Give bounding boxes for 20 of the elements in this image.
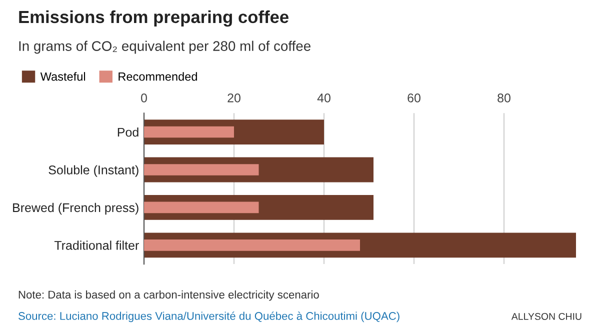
text: ALLYSON CHIU — [511, 313, 582, 320]
chart-subtitle: In grams of CO₂ equivalent per 280 ml of coffee — [19, 40, 310, 54]
legend-label: Recommended — [118, 72, 197, 81]
x-tick-label: 0 — [141, 94, 147, 102]
y-tick-label: Traditional filter — [54, 240, 139, 250]
chart-title: Emissions from preparing coffee — [19, 10, 288, 27]
bar — [144, 240, 360, 251]
x-tick-label: 20 — [228, 94, 240, 102]
y-tick-label: Soluble (Instant) — [48, 165, 138, 177]
y-tick-label: Pod — [118, 127, 138, 137]
text: Note: Data is based on a carbon-intensive electricity scenario — [18, 290, 319, 301]
source-note: Source: Luciano Rodrigues Viana/Université du Québec à Chicoutimi (UQAC) — [18, 312, 400, 322]
x-tick-label: 60 — [408, 94, 420, 102]
y-tick-label: Brewed (French press) — [13, 202, 138, 215]
legend-label: Wasteful — [40, 72, 86, 81]
bar — [144, 126, 234, 138]
x-tick-label: 80 — [498, 94, 510, 102]
bar — [144, 164, 259, 176]
bar — [144, 202, 259, 214]
x-tick-label: 40 — [317, 94, 330, 102]
